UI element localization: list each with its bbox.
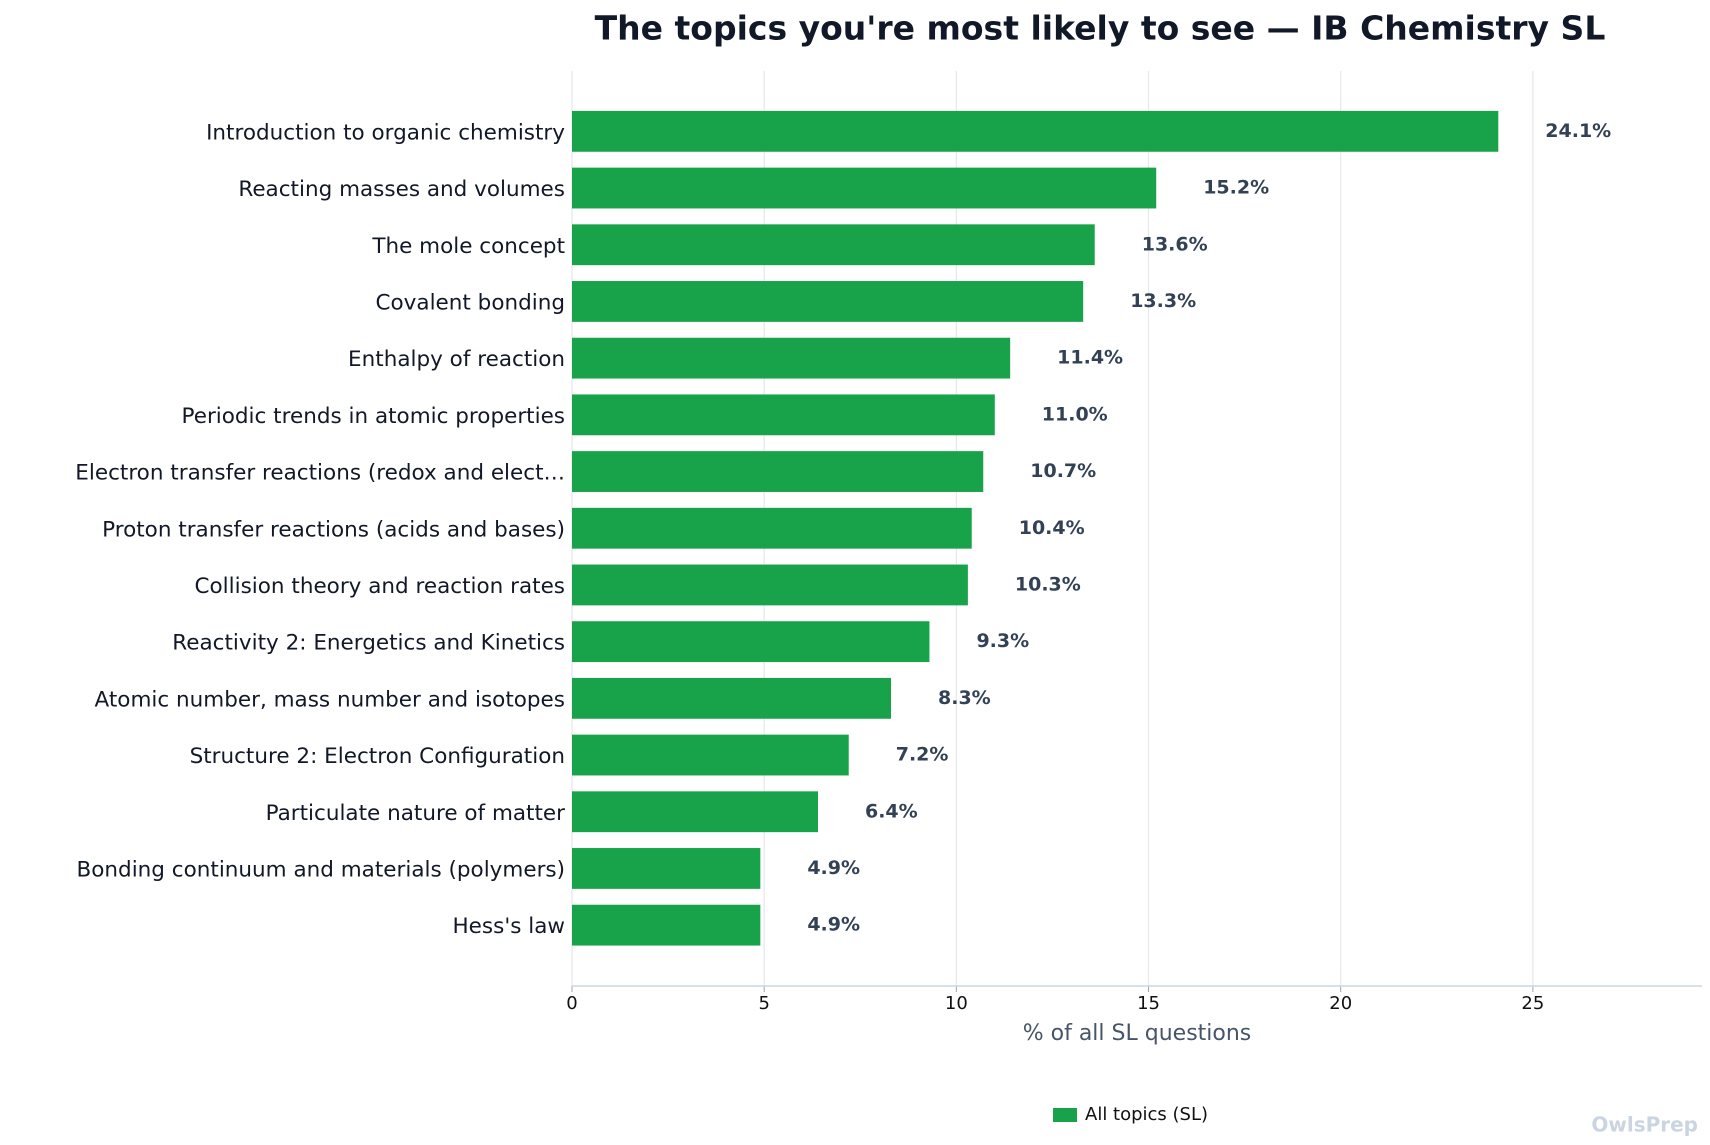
bar (572, 734, 849, 776)
y-tick-label: Electron transfer reactions (redox and e… (75, 461, 565, 486)
x-tick-label: 15 (1137, 993, 1160, 1014)
value-label: 24.1% (1545, 120, 1611, 142)
value-label: 9.3% (976, 630, 1029, 652)
y-tick-label: Structure 2: Electron Configuration (190, 744, 565, 769)
bar (572, 167, 1157, 209)
y-tick-label: The mole concept (371, 234, 565, 259)
bar (572, 904, 761, 946)
value-label: 6.4% (865, 800, 918, 822)
y-tick-label: Atomic number, mass number and isotopes (95, 687, 565, 712)
value-label: 15.2% (1203, 177, 1269, 199)
x-tick-label: 0 (566, 993, 577, 1014)
y-tick-label: Proton transfer reactions (acids and bas… (102, 517, 565, 542)
value-label: 10.4% (1019, 517, 1085, 539)
bar (572, 451, 984, 492)
value-label: 4.9% (807, 914, 860, 936)
x-tick-label: 10 (945, 993, 968, 1014)
bar (572, 337, 1011, 379)
legend-swatch (1053, 1108, 1077, 1122)
y-tick-label: Hess's law (453, 914, 565, 939)
watermark: OwlsPrep (1591, 1113, 1698, 1137)
value-label: 11.0% (1042, 403, 1108, 425)
bar (572, 224, 1095, 266)
value-label: 8.3% (938, 687, 991, 709)
value-label: 7.2% (896, 744, 949, 766)
y-tick-label: Particulate nature of matter (266, 801, 566, 826)
bar (572, 281, 1084, 322)
x-axis-label: % of all SL questions (1023, 1021, 1252, 1046)
y-tick-label: Introduction to organic chemistry (206, 120, 565, 145)
y-tick-label: Bonding continuum and materials (polymer… (77, 857, 565, 882)
value-label: 13.3% (1130, 290, 1196, 312)
value-label: 4.9% (807, 857, 860, 879)
bar (572, 677, 892, 719)
chart-title: The topics you're most likely to see — I… (595, 9, 1606, 48)
bar (572, 564, 968, 606)
value-label: 13.6% (1142, 233, 1208, 255)
bar (572, 621, 930, 663)
x-tick-label: 20 (1329, 993, 1352, 1014)
value-label: 11.4% (1057, 347, 1123, 369)
y-tick-label: Reacting masses and volumes (238, 177, 565, 202)
value-label: 10.7% (1030, 460, 1096, 482)
y-tick-label: Periodic trends in atomic properties (182, 404, 565, 429)
y-tick-label: Covalent bonding (376, 290, 565, 315)
bar (572, 110, 1499, 152)
y-tick-label: Enthalpy of reaction (348, 347, 565, 372)
bar (572, 394, 995, 436)
bar (572, 507, 972, 549)
value-label: 10.3% (1015, 573, 1081, 595)
x-tick-label: 5 (758, 993, 769, 1014)
legend-label: All topics (SL) (1085, 1104, 1208, 1125)
y-tick-label: Reactivity 2: Energetics and Kinetics (172, 631, 565, 656)
x-tick-label: 25 (1521, 993, 1544, 1014)
y-tick-label: Collision theory and reaction rates (195, 574, 565, 599)
bar (572, 791, 818, 833)
bar (572, 848, 761, 889)
